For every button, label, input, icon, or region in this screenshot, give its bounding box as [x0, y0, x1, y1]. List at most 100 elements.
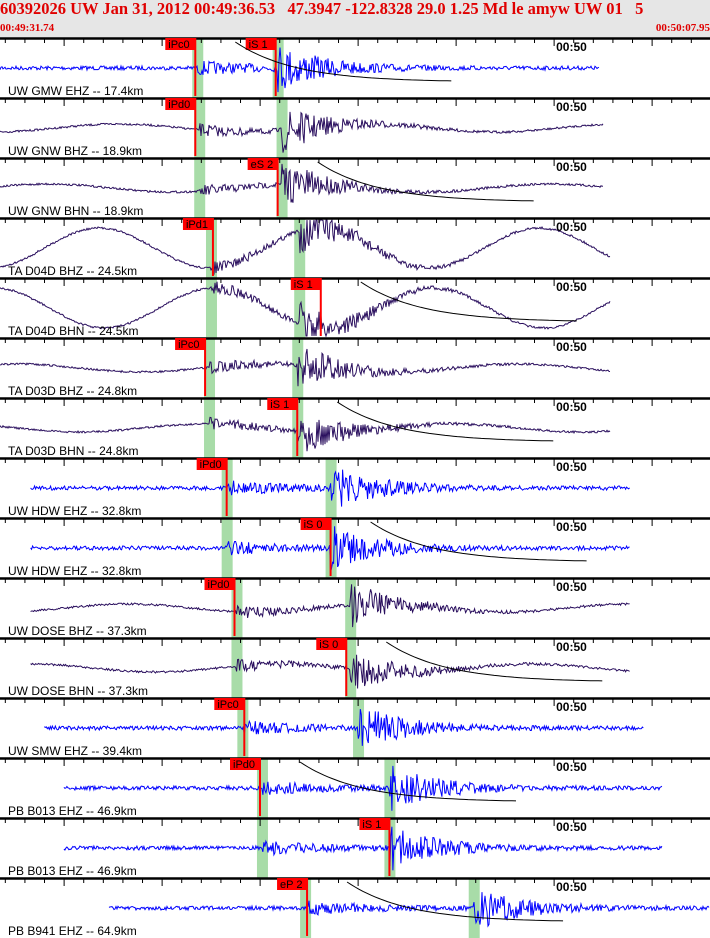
trace-panel: 00:50 iPc0 TA D03D BHZ -- 24.8km — [0, 337, 710, 398]
waveform — [30, 654, 630, 689]
trace-panel: 00:50 iS 0 UW DOSE BHN -- 37.3km — [0, 637, 710, 698]
predicted-arrival-band — [272, 38, 284, 98]
waveform — [0, 163, 604, 203]
trace-panel: 00:50 iPc0 iS 1 UW GMW EHZ -- 17.4km — [0, 37, 710, 98]
pick-label-box — [175, 338, 206, 350]
pick-label-box — [196, 458, 227, 470]
coda-fit-curve — [317, 161, 534, 202]
event-title: 60392026 UW Jan 31, 2012 00:49:36.53 47.… — [0, 0, 644, 18]
coda-fit-curve — [346, 881, 564, 922]
tick-label-00-50: 00:50 — [556, 460, 587, 474]
predicted-arrival-band — [204, 398, 216, 458]
pick-label: iPd0 — [208, 579, 230, 591]
tick-label-00-50: 00:50 — [556, 880, 587, 894]
pick-label: eS 2 — [251, 159, 274, 171]
predicted-arrival-band — [221, 518, 233, 578]
pick-label-box — [247, 158, 278, 170]
tick-label-00-50: 00:50 — [556, 220, 587, 234]
tick-label-00-50: 00:50 — [556, 520, 587, 534]
pick-label: iPd0 — [200, 459, 222, 471]
station-label: TA D03D BHN -- 24.8km — [8, 444, 138, 458]
station-label: UW HDW EHZ -- 32.8km — [8, 564, 141, 578]
station-label: UW GNW BHN -- 18.9km — [8, 204, 143, 218]
end-time: 00:50:07.95 — [655, 22, 710, 34]
pick-label: iPd0 — [168, 99, 190, 111]
coda-fit-curve — [386, 641, 603, 682]
pick-label: iS 1 — [270, 399, 289, 411]
waveform — [0, 416, 611, 452]
pick-label: iS 1 — [294, 279, 313, 291]
tick-label-00-50: 00:50 — [556, 760, 587, 774]
trace-panel: 00:50 iPd0 UW HDW EHZ -- 32.8km — [0, 457, 710, 518]
pick-label-box — [182, 218, 213, 230]
predicted-arrival-band — [205, 278, 217, 338]
trace-panel: 00:50 iPd0 PB B013 EHZ -- 46.9km — [0, 757, 710, 818]
pick-label-box — [165, 98, 196, 110]
pick-label-box — [277, 878, 308, 890]
predicted-arrival-band — [256, 758, 268, 818]
pick-label-box — [230, 758, 260, 770]
start-time: 00:49:31.74 — [0, 22, 55, 34]
pick-label-box — [359, 818, 390, 830]
trace-panel: 00:50 eP 2 PB B941 EHZ -- 64.9km — [0, 877, 710, 938]
waveform — [63, 826, 663, 871]
waveform — [0, 218, 611, 275]
pick-label-box — [245, 38, 276, 50]
pick-label-box — [316, 638, 347, 650]
station-label: TA D04D BHN -- 24.5km — [8, 324, 138, 338]
trace-panel: 00:50 iPd0 UW DOSE BHZ -- 37.3km — [0, 577, 710, 638]
pick-label: iPc0 — [168, 39, 189, 51]
tick-label-00-50: 00:50 — [556, 820, 587, 834]
trace-panel: 00:50 iS 1 PB B013 EHZ -- 46.9km — [0, 817, 710, 878]
predicted-arrival-band — [204, 338, 216, 398]
tick-label-00-50: 00:50 — [556, 400, 587, 414]
pick-label-box — [290, 278, 321, 290]
waveform — [0, 47, 600, 93]
trace-panel: 00:50 iS 1 TA D03D BHN -- 24.8km — [0, 397, 710, 458]
trace-panel: 00:50 iPd0 UW GNW BHZ -- 18.9km — [0, 97, 710, 158]
waveform — [0, 348, 611, 387]
pick-label-box — [214, 698, 245, 710]
station-label: TA D03D BHZ -- 24.8km — [8, 384, 137, 398]
coda-fit-curve — [299, 761, 517, 802]
waveform — [30, 584, 630, 628]
coda-fit-curve — [370, 521, 587, 562]
waveform — [63, 765, 663, 811]
pick-label-box — [267, 398, 298, 410]
header-bar: 60392026 UW Jan 31, 2012 00:49:36.53 47.… — [0, 0, 710, 38]
station-label: UW HDW EHZ -- 32.8km — [8, 504, 141, 518]
waveform — [0, 281, 611, 338]
tick-label-00-50: 00:50 — [556, 160, 587, 174]
tick-label-00-50: 00:50 — [556, 640, 587, 654]
predicted-arrival-band — [256, 818, 268, 878]
waveform — [0, 111, 604, 153]
pick-label: iS 0 — [319, 639, 338, 651]
pick-label-box — [165, 38, 196, 50]
predicted-arrival-band — [292, 338, 304, 398]
predicted-arrival-band — [194, 158, 206, 218]
pick-label: iS 1 — [362, 819, 381, 831]
trace-panel: 00:50 eS 2 UW GNW BHN -- 18.9km — [0, 157, 710, 218]
tick-label-00-50: 00:50 — [556, 580, 587, 594]
station-label: TA D04D BHZ -- 24.5km — [8, 264, 137, 278]
tick-label-00-50: 00:50 — [556, 280, 587, 294]
predicted-arrival-band — [276, 158, 288, 218]
coda-fit-curve — [235, 41, 452, 82]
tick-label-00-50: 00:50 — [556, 700, 587, 714]
predicted-arrival-band — [345, 638, 357, 698]
station-label: PB B013 EHZ -- 46.9km — [8, 804, 137, 818]
pick-label-box — [300, 518, 331, 530]
waveform — [44, 709, 644, 746]
trace-panel: 00:50 iS 0 UW HDW EHZ -- 32.8km — [0, 517, 710, 578]
station-label: UW DOSE BHN -- 37.3km — [8, 684, 148, 698]
trace-panel: 00:50 iPc0 UW SMW EHZ -- 39.4km — [0, 697, 710, 758]
pick-label-box — [204, 578, 235, 590]
pick-label: iS 1 — [249, 39, 268, 51]
coda-fit-curve — [360, 281, 577, 322]
predicted-arrival-band — [205, 218, 217, 278]
tick-label-00-50: 00:50 — [556, 340, 587, 354]
pick-label: iPd1 — [186, 219, 208, 231]
tick-label-00-50: 00:50 — [556, 100, 587, 114]
